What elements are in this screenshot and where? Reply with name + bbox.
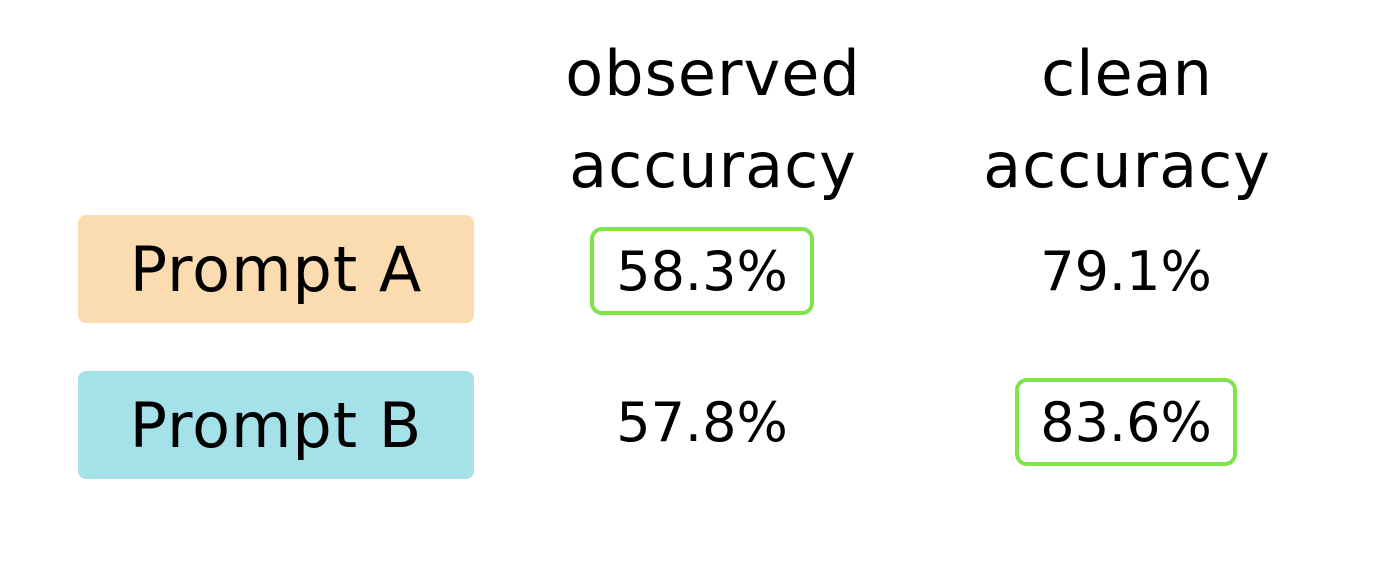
- cell-prompt-b-clean-accuracy: 83.6%: [1015, 378, 1237, 466]
- column-header-clean-accuracy: clean accuracy: [983, 37, 1271, 202]
- row-label-prompt-a: Prompt A: [78, 215, 474, 323]
- cell-prompt-a-observed-accuracy: 58.3%: [590, 227, 814, 315]
- cell-prompt-b-observed-accuracy: 57.8%: [616, 390, 788, 454]
- row-label-prompt-b: Prompt B: [78, 371, 474, 479]
- cell-prompt-a-clean-accuracy: 79.1%: [1040, 239, 1212, 303]
- column-header-observed-accuracy: observed accuracy: [565, 37, 861, 202]
